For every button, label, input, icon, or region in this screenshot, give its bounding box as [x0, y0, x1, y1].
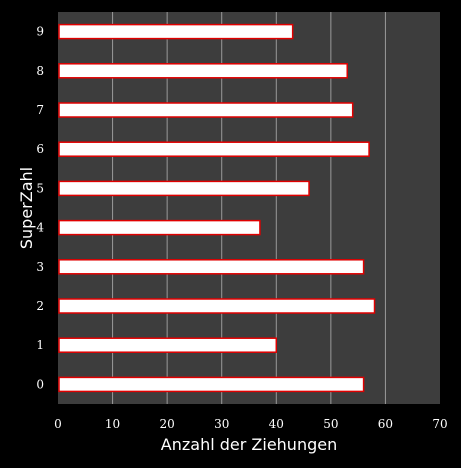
bar — [58, 180, 310, 197]
y-tick-label: 5 — [36, 181, 44, 195]
y-tick-label: 4 — [36, 221, 44, 235]
bar — [58, 23, 294, 40]
y-tick-label: 2 — [36, 299, 44, 313]
x-tick-label: 70 — [432, 417, 447, 431]
bar — [58, 259, 365, 275]
x-axis-title: Anzahl der Ziehungen — [161, 435, 337, 454]
bar — [58, 63, 348, 79]
bar — [58, 141, 370, 157]
x-tick-label: 20 — [160, 417, 175, 431]
bar — [58, 219, 261, 236]
y-tick-label: 9 — [36, 25, 44, 39]
x-tick-label: 30 — [214, 417, 229, 431]
y-tick-labels: 0 1 2 3 4 5 6 7 8 9 — [36, 25, 44, 392]
bars — [58, 23, 376, 393]
y-tick-label: 0 — [36, 377, 44, 391]
bar — [58, 337, 278, 353]
x-tick-label: 0 — [54, 417, 62, 431]
bar — [58, 298, 376, 314]
x-tick-label: 40 — [269, 417, 284, 431]
y-tick-label: 3 — [36, 260, 44, 274]
x-tick-labels: 0 10 20 30 40 50 60 70 — [54, 417, 447, 431]
x-tick-label: 10 — [105, 417, 120, 431]
x-tick-label: 60 — [378, 417, 393, 431]
y-tick-label: 6 — [36, 142, 44, 156]
y-axis-title: SuperZahl — [17, 167, 36, 249]
y-tick-label: 8 — [36, 64, 44, 78]
y-tick-label: 7 — [36, 103, 44, 117]
x-tick-label: 50 — [323, 417, 338, 431]
bar — [58, 376, 365, 393]
bar — [58, 102, 354, 118]
y-tick-label: 1 — [36, 338, 44, 352]
